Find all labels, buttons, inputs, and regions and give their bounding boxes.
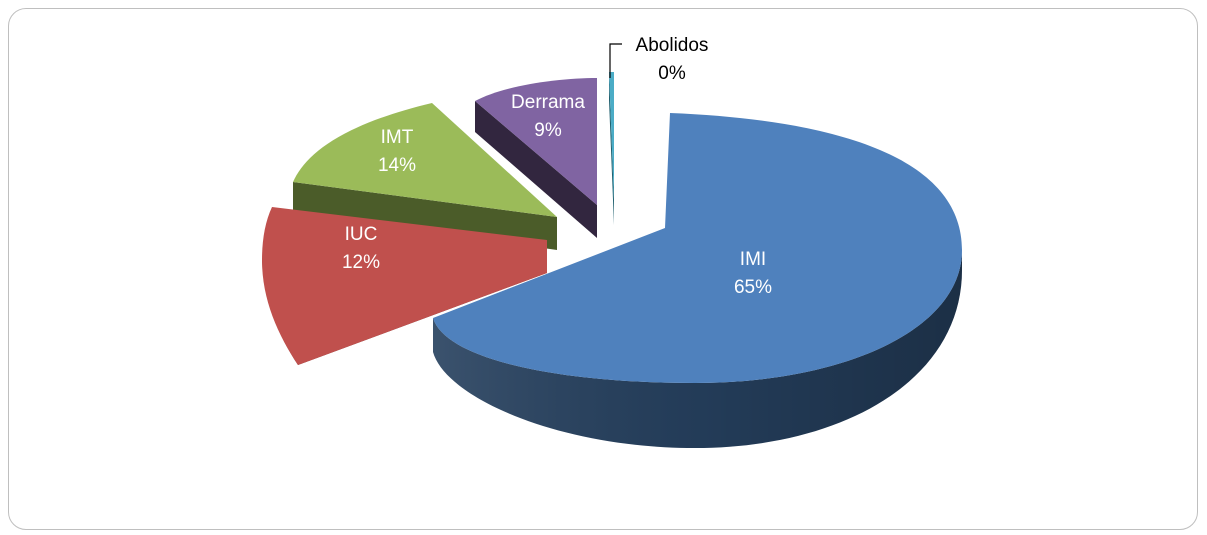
label-iuc-name: IUC [345,224,378,245]
slice-side-abolidos [609,72,614,225]
slice-side-derrama [475,101,597,238]
label-imi-percent: 65% [734,277,772,298]
label-abolidos-name: Abolidos [636,35,709,56]
slice-side-imt [293,182,557,250]
slice-top-iuc [262,207,547,365]
slice-top-abolidos [609,72,614,200]
label-imt-name: IMT [381,127,414,148]
abolidos-leader-line [609,43,622,78]
label-imt-percent: 14% [378,155,416,176]
slice-top-imi [433,113,962,383]
slice-top-derrama [475,78,597,205]
label-abolidos-percent: 0% [658,63,686,84]
label-derrama-name: Derrama [511,92,585,113]
label-iuc-percent: 12% [342,252,380,273]
label-derrama-percent: 9% [534,120,562,141]
slice-top-imt [293,103,557,217]
label-imi-name: IMI [740,249,766,270]
